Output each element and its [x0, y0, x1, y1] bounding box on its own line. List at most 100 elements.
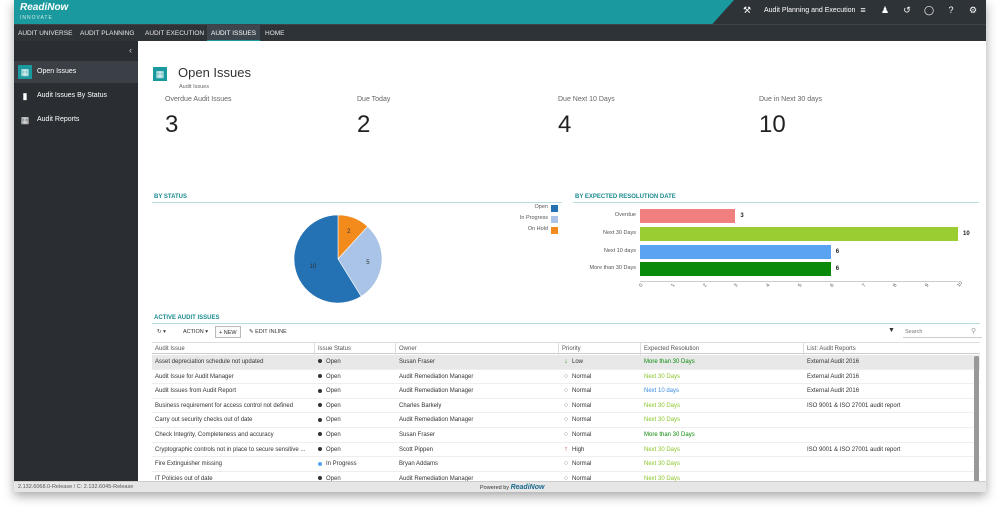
action-menu-button[interactable]: ACTION ▾ [183, 329, 209, 335]
kpi-label: Due Next 10 Days [558, 96, 615, 103]
table-cell-priority: ↑ High [559, 443, 641, 458]
table-cell-resolution: More than 30 Days [641, 428, 804, 443]
cell-text: Audit Remediation Manager [399, 373, 474, 380]
legend-entry-label: On Hold [527, 226, 548, 232]
bar-more-than-30-days[interactable] [640, 262, 831, 276]
arrow-down-icon: ↓ [564, 358, 568, 365]
table-cell-resolution: Next 30 Days [641, 399, 804, 414]
tab-audit-issues[interactable]: AUDIT ISSUES [207, 25, 261, 42]
table-cell-issue: Asset depreciation schedule not updated [152, 355, 315, 370]
tab-home[interactable]: HOME [265, 30, 285, 37]
status-dot-icon [318, 374, 322, 379]
logo[interactable]: ReadiNow INNOVATE [20, 3, 68, 23]
page-subtitle: Audit Issues [179, 84, 209, 90]
cell-text: Normal [572, 432, 592, 438]
sidebar-item-open-issues[interactable]: ▦ Open Issues [14, 61, 138, 83]
kpi-value[interactable]: 3 [165, 111, 179, 138]
collapse-icon[interactable]: ‹ [129, 45, 132, 55]
cell-text: Scott Pippen [399, 446, 434, 453]
table-cell-report: ISO 9001 & ISO 27001 audit report [804, 443, 974, 458]
circle-icon: ○ [563, 431, 569, 438]
circle-icon: ○ [563, 460, 569, 468]
pie-slice-open[interactable] [293, 214, 362, 304]
table-row[interactable]: Business requirement for access control … [152, 399, 980, 414]
column-header-issue-status[interactable]: Issue Status [315, 343, 396, 355]
edit-inline-button[interactable]: ✎ EDIT INLINE [249, 329, 287, 335]
history-icon[interactable]: ↺ [903, 5, 911, 15]
cell-text: Next 30 Days [644, 373, 681, 380]
sidebar: ‹ ▦ Open Issues ▮ Audit Issues By Status… [14, 41, 138, 492]
kpi-value[interactable]: 10 [759, 111, 786, 138]
circle-icon: ○ [563, 474, 569, 482]
tab-audit-execution[interactable]: AUDIT EXECUTION [145, 30, 205, 37]
search-icon[interactable]: ⚲ [971, 328, 977, 335]
cell-text: ISO 9001 & ISO 27001 audit report [807, 402, 901, 409]
table-cell-status: Open [315, 443, 396, 458]
kpi-label: Due in Next 30 days [759, 96, 823, 103]
table-scrollbar[interactable] [974, 356, 979, 486]
table-row[interactable]: Audit Issue for Audit Manager Open Audit R… [152, 370, 980, 385]
cell-text: Business requirement for access control … [155, 402, 294, 409]
column-header-expected-resolution[interactable]: Expected Resolution [641, 343, 804, 355]
table-row[interactable]: Audit Issues from Audit Report Open Audit … [152, 384, 980, 399]
circle-icon: ○ [563, 387, 569, 395]
kpi-value[interactable]: 4 [558, 111, 572, 138]
column-header-audit-reports[interactable]: List: Audit Reports [807, 346, 856, 352]
table-cell-issue: Check Integrity, Completeness and accura… [152, 428, 315, 443]
table-cell-issue: Fire Extinguisher missing [152, 457, 315, 472]
status-dot-icon [318, 403, 322, 408]
table-row[interactable]: Fire Extinguisher missing In Progress Brya… [152, 457, 980, 472]
bar-category-label: Next 10 days [603, 248, 636, 254]
chat-icon[interactable]: ◯ [923, 5, 935, 15]
column-header-audit-issue[interactable]: Audit Issue [152, 343, 315, 355]
bar-overdue[interactable] [640, 209, 736, 223]
table-cell-owner: Susan Fraser [396, 428, 559, 443]
cell-text: In Progress [326, 461, 357, 468]
bar-next-10-days[interactable] [640, 245, 831, 259]
powered-by-label: Powered by [480, 485, 510, 491]
bar-next-30-days[interactable] [640, 227, 958, 241]
filter-icon[interactable]: ▼ [888, 327, 895, 334]
table-cell-owner: Audit Remediation Manager [396, 413, 559, 428]
table-cell-status: Open [315, 399, 396, 414]
cell-text: Cryptographic controls not in place to s… [155, 446, 306, 453]
search-input[interactable] [903, 327, 982, 338]
table-row[interactable]: Asset depreciation schedule not updated O… [152, 355, 980, 370]
table-cell-priority: ○ Normal [559, 370, 641, 385]
table-row[interactable]: Check Integrity, Completeness and accura… [152, 428, 980, 443]
sidebar-item-audit-reports[interactable]: ▦ Audit Reports [14, 109, 138, 131]
settings-icon[interactable]: ⚙ [968, 5, 978, 15]
cell-text: Low [572, 359, 584, 365]
menu-icon[interactable]: ≡ [860, 5, 866, 15]
grid-icon: ▦ [18, 65, 32, 79]
sidebar-item-issues-by-status[interactable]: ▮ Audit Issues By Status [14, 85, 138, 107]
kpi-value[interactable]: 2 [357, 111, 371, 138]
tab-audit-planning[interactable]: AUDIT PLANNING [80, 30, 135, 37]
cell-text: Audit Remediation Manager [399, 475, 474, 482]
logo-text: ReadiNow [20, 2, 69, 13]
footer-brand: ReadiNow [510, 484, 545, 491]
column-header-owner[interactable]: Owner [396, 343, 559, 355]
table-cell-status: Open [315, 355, 396, 370]
pie-slice-in-progress[interactable] [337, 226, 383, 297]
user-icon[interactable]: ♟ [880, 5, 890, 15]
table-cell-priority: ○ Normal [559, 428, 641, 443]
x-tick-label: 0 [638, 282, 645, 289]
table-row[interactable]: Carry out security checks out of date Ope… [152, 413, 980, 428]
sidebar-item-label: Audit Reports [37, 116, 80, 123]
cell-text: Normal [572, 461, 592, 468]
column-header-priority[interactable]: Priority [559, 343, 641, 355]
table-cell-owner: Scott Pippen [396, 443, 559, 458]
bar-category-label: More than 30 Days [589, 265, 636, 271]
table-header: Audit Issue Issue Status Owner Priority … [152, 342, 980, 355]
app-selector[interactable]: Audit Planning and Execution [764, 7, 856, 14]
circle-icon: ○ [563, 416, 569, 424]
help-icon[interactable]: ? [948, 5, 954, 15]
tab-audit-universe[interactable]: AUDIT UNIVERSE [18, 30, 73, 37]
cell-text: Fire Extinguisher missing [155, 461, 223, 468]
new-button[interactable]: + NEW [215, 326, 241, 338]
section-divider [152, 323, 980, 324]
refresh-button[interactable]: ↻ ▾ [157, 329, 166, 335]
wrench-icon[interactable]: ⚒ [742, 5, 752, 15]
table-row[interactable]: Cryptographic controls not in place to s… [152, 443, 980, 458]
